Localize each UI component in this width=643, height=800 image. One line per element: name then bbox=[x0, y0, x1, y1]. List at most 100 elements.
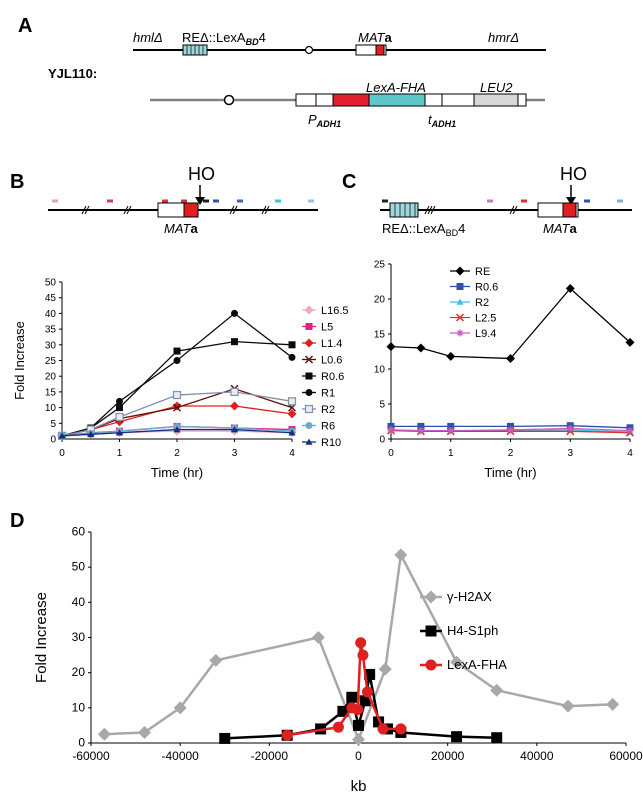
data-point bbox=[361, 686, 373, 698]
data-point bbox=[455, 266, 465, 276]
t-adh1-label: tADH1 bbox=[428, 112, 456, 129]
data-point bbox=[446, 351, 456, 361]
y-tick-label: 15 bbox=[374, 330, 386, 341]
leu2-label: LEU2 bbox=[480, 80, 513, 95]
legend-label: L5 bbox=[321, 322, 333, 334]
construct-boxes bbox=[295, 93, 527, 107]
data-point bbox=[87, 430, 95, 438]
svg-text:REΔ::LexABD4: REΔ::LexABD4 bbox=[382, 221, 465, 238]
data-point bbox=[425, 625, 437, 637]
y-tick-label: 10 bbox=[374, 365, 386, 376]
centromere-icon bbox=[304, 45, 314, 55]
chromosome-breaks bbox=[424, 205, 518, 215]
re-lexa-box bbox=[182, 44, 208, 56]
x-tick-label: -20000 bbox=[251, 749, 289, 763]
legend-label: L16.5 bbox=[321, 305, 349, 317]
x-tick-label: 2 bbox=[174, 448, 180, 459]
data-point bbox=[507, 426, 514, 434]
mat-a-label: MATa bbox=[358, 30, 392, 45]
y-tick-label: 50 bbox=[72, 560, 86, 574]
data-point bbox=[332, 721, 344, 733]
data-point bbox=[116, 429, 123, 436]
p-adh1-label: PADH1 bbox=[308, 112, 341, 129]
x-tick-label: 4 bbox=[627, 448, 633, 459]
panel-c-label: C bbox=[342, 171, 356, 193]
legend-label: L2.5 bbox=[475, 313, 496, 325]
legend-label: R0.6 bbox=[321, 371, 344, 383]
data-point bbox=[209, 653, 223, 667]
series-line bbox=[61, 312, 293, 437]
data-point bbox=[305, 422, 313, 429]
centromere-icon bbox=[223, 94, 235, 106]
y-tick-label: 10 bbox=[45, 403, 57, 414]
x-tick-label: 60000 bbox=[609, 749, 643, 763]
data-point bbox=[456, 298, 464, 305]
data-point bbox=[231, 309, 238, 317]
data-point bbox=[231, 426, 238, 433]
svg-text:tADH1: tADH1 bbox=[428, 112, 456, 129]
y-tick-label: 25 bbox=[45, 356, 57, 367]
y-tick-label: 30 bbox=[72, 630, 86, 644]
y-tick-label: 0 bbox=[78, 736, 85, 750]
data-point bbox=[173, 347, 181, 355]
legend-label: RE bbox=[475, 266, 490, 278]
data-point bbox=[138, 725, 151, 739]
mat-a-box bbox=[537, 202, 579, 218]
data-point bbox=[417, 422, 425, 430]
y-tick-label: 20 bbox=[72, 665, 86, 679]
data-point bbox=[230, 387, 239, 396]
data-point bbox=[305, 389, 313, 396]
data-point bbox=[305, 438, 313, 445]
data-point bbox=[455, 313, 465, 322]
x-axis-label: Time (hr) bbox=[484, 465, 536, 480]
x-axis-label: Time (hr) bbox=[151, 465, 203, 480]
x-tick-label: 1 bbox=[117, 448, 123, 459]
data-point bbox=[311, 631, 325, 644]
series-line bbox=[390, 427, 631, 432]
data-point bbox=[566, 425, 574, 432]
data-point bbox=[172, 390, 182, 400]
legend-label: R1 bbox=[321, 388, 335, 400]
ho-label: HO bbox=[188, 164, 215, 184]
x-tick-label: 0 bbox=[355, 749, 362, 763]
data-point bbox=[304, 338, 314, 348]
ho-arrow-icon bbox=[195, 185, 205, 205]
ho-arrow-icon bbox=[566, 185, 576, 205]
legend-label: R0.6 bbox=[475, 282, 498, 294]
y-tick-label: 0 bbox=[50, 435, 56, 446]
panel-d-label: D bbox=[10, 510, 24, 532]
chart-c: 0 5 10 15 20 25 0 1 2 3 4 Time (hr) RE R0.6 R2 L2.5 L9.4 bbox=[374, 260, 635, 480]
data-point bbox=[172, 403, 182, 412]
data-point bbox=[58, 432, 66, 439]
y-tick-label: 0 bbox=[379, 435, 385, 446]
re-lexa-box bbox=[389, 202, 419, 218]
data-point bbox=[304, 305, 314, 315]
legend-label: γ-H2AX bbox=[447, 589, 492, 604]
y-tick-label: 15 bbox=[45, 387, 57, 398]
data-point bbox=[416, 343, 426, 353]
series-line bbox=[391, 425, 631, 429]
data-point bbox=[219, 732, 231, 744]
data-point bbox=[353, 719, 364, 731]
y-tick-label: 30 bbox=[45, 340, 57, 351]
data-point bbox=[490, 683, 504, 697]
y-tick-label: 40 bbox=[45, 309, 57, 320]
y-tick-label: 60 bbox=[72, 525, 86, 539]
x-tick-label: 0 bbox=[59, 448, 65, 459]
data-point bbox=[352, 732, 365, 746]
panel-a-label: A bbox=[18, 15, 32, 37]
data-point bbox=[346, 691, 358, 703]
data-point bbox=[304, 404, 314, 414]
data-point bbox=[288, 341, 296, 349]
data-point bbox=[456, 329, 464, 337]
legend-label: L0.6 bbox=[321, 355, 342, 367]
y-tick-label: 45 bbox=[45, 293, 57, 304]
svg-text:PADH1: PADH1 bbox=[308, 112, 341, 129]
data-point bbox=[173, 357, 181, 364]
data-point bbox=[355, 637, 367, 649]
x-tick-label: 40000 bbox=[520, 749, 554, 763]
series-line bbox=[61, 428, 293, 437]
data-point bbox=[387, 426, 395, 434]
x-tick-label: 4 bbox=[289, 448, 295, 459]
